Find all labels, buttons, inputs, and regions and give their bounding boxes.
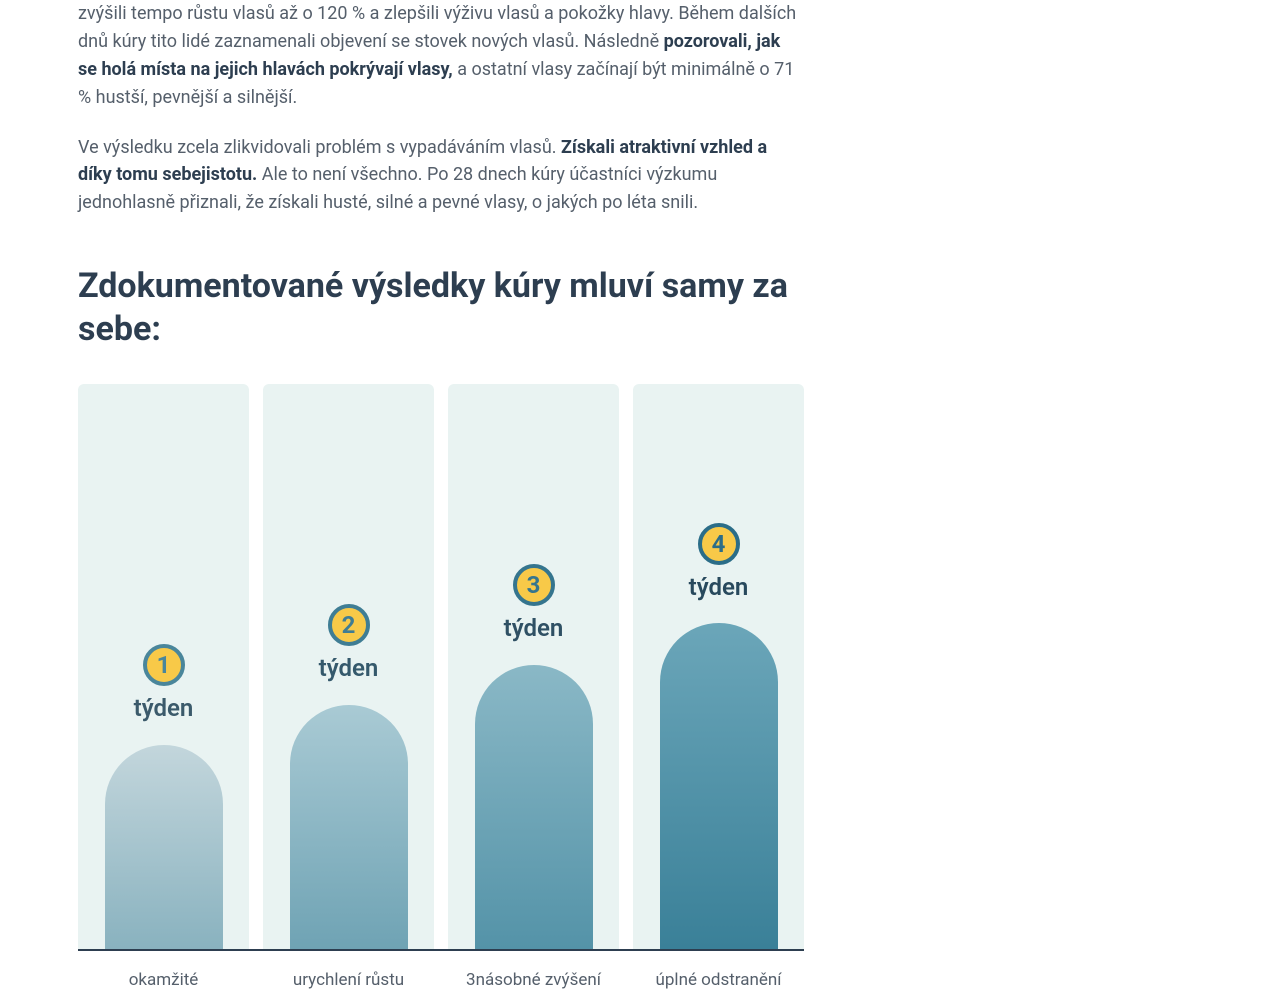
week-label: týden bbox=[689, 573, 749, 601]
chart-column-4: 4 týden bbox=[633, 384, 804, 949]
paragraph-1: zvýšili tempo růstu vlasů až o 120 % a z… bbox=[78, 0, 798, 112]
bar-4 bbox=[660, 623, 778, 949]
chart-heading: Zdokumentované výsledky kúry mluví samy … bbox=[78, 265, 798, 350]
bar-1 bbox=[105, 745, 223, 949]
bar-caption-2: urychlení růstu bbox=[263, 969, 434, 993]
column-label-wrap: 2 týden bbox=[263, 604, 434, 682]
week-number-badge: 3 bbox=[513, 564, 555, 606]
p2-text-a: Ve výsledku zcela zlikvidovali problém s… bbox=[78, 137, 561, 158]
chart-column-1: 1 týden bbox=[78, 384, 249, 949]
column-label-wrap: 3 týden bbox=[448, 564, 619, 642]
week-number-badge: 4 bbox=[698, 523, 740, 565]
bar-2 bbox=[290, 705, 408, 949]
week-label: týden bbox=[504, 614, 564, 642]
chart-column-3: 3 týden bbox=[448, 384, 619, 949]
column-label-wrap: 4 týden bbox=[633, 523, 804, 601]
column-label-wrap: 1 týden bbox=[78, 644, 249, 722]
week-number-badge: 2 bbox=[328, 604, 370, 646]
chart-captions: okamžité urychlení růstu 3násobné zvýšení ú… bbox=[78, 969, 804, 993]
bar-caption-3: 3násobné zvýšení bbox=[448, 969, 619, 993]
bar-caption-4: úplné odstranění bbox=[633, 969, 804, 993]
chart-column-2: 2 týden bbox=[263, 384, 434, 949]
week-number-badge: 1 bbox=[143, 644, 185, 686]
bar-chart: 1 týden 2 týden 3 týden 4 týden bbox=[78, 384, 804, 951]
week-label: týden bbox=[134, 694, 194, 722]
bar-3 bbox=[475, 665, 593, 949]
bar-caption-1: okamžité bbox=[78, 969, 249, 993]
week-label: týden bbox=[319, 654, 379, 682]
paragraph-2: Ve výsledku zcela zlikvidovali problém s… bbox=[78, 134, 798, 218]
